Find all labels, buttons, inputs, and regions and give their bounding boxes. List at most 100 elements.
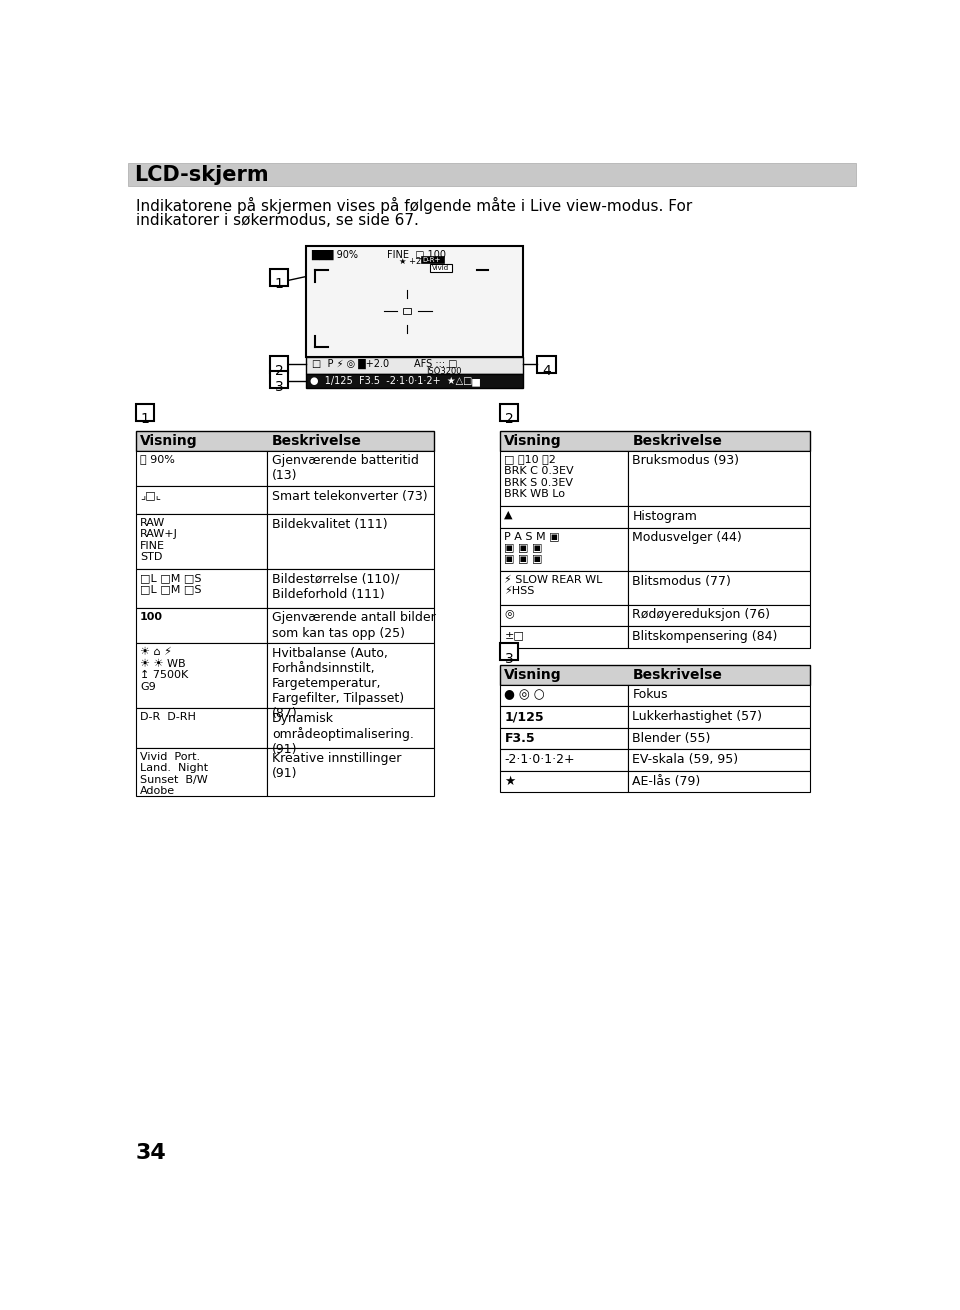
Bar: [500, 605, 628, 626]
Bar: [135, 486, 267, 514]
Text: ● ◎ ○: ● ◎ ○: [504, 689, 545, 701]
Bar: [135, 643, 267, 707]
Bar: [537, 356, 556, 373]
Text: Vivid  Port.
Land.  Night
Sunset  B/W
Adobe: Vivid Port. Land. Night Sunset B/W Adobe: [140, 752, 208, 796]
Text: Bildestørrelse (110)/
Bildeforhold (111): Bildestørrelse (110)/ Bildeforhold (111): [272, 572, 399, 601]
Text: Visning: Visning: [140, 435, 198, 448]
Text: Hvitbalanse (Auto,
Forhåndsinnstilt,
Fargetemperatur,
Fargefilter, Tilpasset)
(8: Hvitbalanse (Auto, Forhåndsinnstilt, Far…: [272, 647, 404, 720]
Bar: [628, 626, 809, 647]
Text: ▲: ▲: [504, 510, 513, 520]
Bar: [500, 706, 628, 728]
Text: Bruksmodus (93): Bruksmodus (93): [633, 455, 739, 468]
Bar: [270, 356, 288, 373]
Bar: [267, 451, 434, 486]
Bar: [270, 269, 288, 286]
Bar: [306, 375, 523, 388]
Bar: [500, 685, 628, 706]
Bar: [270, 371, 288, 388]
Bar: [267, 748, 434, 795]
Text: Smart telekonverter (73): Smart telekonverter (73): [272, 490, 427, 503]
Bar: [403, 308, 411, 314]
Bar: [420, 255, 444, 263]
Text: F3.5: F3.5: [504, 731, 535, 744]
Bar: [628, 770, 809, 793]
Text: Blitskompensering (84): Blitskompensering (84): [633, 630, 778, 643]
Text: RAW
RAW+J
FINE
STD: RAW RAW+J FINE STD: [140, 517, 178, 562]
Text: indikatorer i søkermodus, se side 67.: indikatorer i søkermodus, se side 67.: [135, 212, 419, 228]
Bar: [267, 707, 434, 748]
Text: ●  1/125  F3.5  -2·1·0·1·2+  ★△□▆: ● 1/125 F3.5 -2·1·0·1·2+ ★△□▆: [310, 375, 480, 385]
Bar: [628, 528, 809, 571]
Bar: [135, 608, 267, 643]
Text: Fokus: Fokus: [633, 689, 668, 701]
Text: 34: 34: [135, 1142, 166, 1163]
Text: Gjenværende antall bilder
som kan tas opp (25): Gjenværende antall bilder som kan tas op…: [272, 612, 436, 639]
Bar: [500, 626, 628, 647]
Text: Beskrivelse: Beskrivelse: [633, 668, 722, 683]
Text: ★: ★: [504, 774, 516, 787]
Text: ⚡ SLOW REAR WL
⚡HSS: ⚡ SLOW REAR WL ⚡HSS: [504, 575, 603, 596]
Bar: [500, 728, 628, 749]
Bar: [628, 706, 809, 728]
Text: D-R  D-RH: D-R D-RH: [140, 711, 196, 722]
Text: □  P ⚡ ◎ █+2.0: □ P ⚡ ◎ █+2.0: [312, 359, 390, 369]
Text: ███ 90%: ███ 90%: [311, 250, 358, 259]
Bar: [500, 451, 628, 506]
Text: LCD-skjerm: LCD-skjerm: [134, 165, 269, 185]
Text: Visning: Visning: [504, 668, 562, 683]
Text: ⌟□⌞: ⌟□⌞: [140, 490, 161, 500]
Bar: [267, 486, 434, 514]
Text: AE-lås (79): AE-lås (79): [633, 774, 701, 787]
Bar: [500, 770, 628, 793]
Bar: [628, 506, 809, 528]
Bar: [500, 528, 628, 571]
Bar: [500, 506, 628, 528]
Text: EV-skala (59, 95): EV-skala (59, 95): [633, 753, 738, 766]
Text: 1: 1: [275, 278, 283, 291]
Text: 䝷 90%: 䝷 90%: [140, 455, 175, 465]
Text: 1: 1: [140, 413, 149, 426]
Text: Beskrivelse: Beskrivelse: [272, 435, 362, 448]
Bar: [500, 643, 518, 660]
Bar: [628, 749, 809, 770]
Text: Bildekvalitet (111): Bildekvalitet (111): [272, 517, 388, 531]
Text: Kreative innstillinger
(91): Kreative innstillinger (91): [272, 752, 401, 779]
Text: Indikatorene på skjermen vises på følgende måte i Live view-modus. For: Indikatorene på skjermen vises på følgen…: [135, 198, 692, 215]
Text: AFS ::: □: AFS ::: □: [415, 359, 458, 369]
Text: P A S M ▣
▣ ▣ ▣
▣ ▣ ▣: P A S M ▣ ▣ ▣ ▣ ▣ ▣ ▣: [504, 532, 560, 565]
Text: □L □M □S
□L □M □S: □L □M □S □L □M □S: [140, 572, 202, 595]
Text: ☀ ⌂ ⚡
☀ ☀ WB
↥ 7500K
G9: ☀ ⌂ ⚡ ☀ ☀ WB ↥ 7500K G9: [140, 647, 188, 692]
Bar: [628, 451, 809, 506]
Bar: [500, 431, 809, 451]
Text: 3: 3: [505, 651, 514, 665]
Bar: [500, 749, 628, 770]
Text: 2: 2: [505, 413, 514, 426]
Bar: [628, 685, 809, 706]
Bar: [135, 431, 434, 451]
Text: Beskrivelse: Beskrivelse: [633, 435, 722, 448]
Bar: [135, 748, 267, 795]
Text: ◎: ◎: [504, 608, 515, 618]
Text: ★ +2: ★ +2: [399, 257, 421, 266]
Text: 2: 2: [275, 364, 283, 379]
Text: Dynamisk
områdeoptimalisering.
(91): Dynamisk områdeoptimalisering. (91): [272, 711, 414, 756]
Text: FINE  □ 100: FINE □ 100: [388, 250, 446, 259]
Bar: [128, 164, 856, 186]
Bar: [267, 514, 434, 569]
Text: Lukkerhastighet (57): Lukkerhastighet (57): [633, 710, 762, 723]
Bar: [628, 571, 809, 605]
Text: Blender (55): Blender (55): [633, 731, 710, 744]
Bar: [306, 246, 523, 358]
Bar: [500, 571, 628, 605]
Text: 4: 4: [541, 364, 551, 379]
Bar: [135, 707, 267, 748]
Bar: [267, 608, 434, 643]
Text: 1/125: 1/125: [504, 710, 544, 723]
Bar: [430, 265, 452, 272]
Text: 100: 100: [140, 612, 163, 621]
Text: Modusvelger (44): Modusvelger (44): [633, 532, 742, 545]
Bar: [135, 569, 267, 608]
Bar: [267, 643, 434, 707]
Bar: [628, 728, 809, 749]
Text: Gjenværende batteritid
(13): Gjenværende batteritid (13): [272, 455, 419, 482]
